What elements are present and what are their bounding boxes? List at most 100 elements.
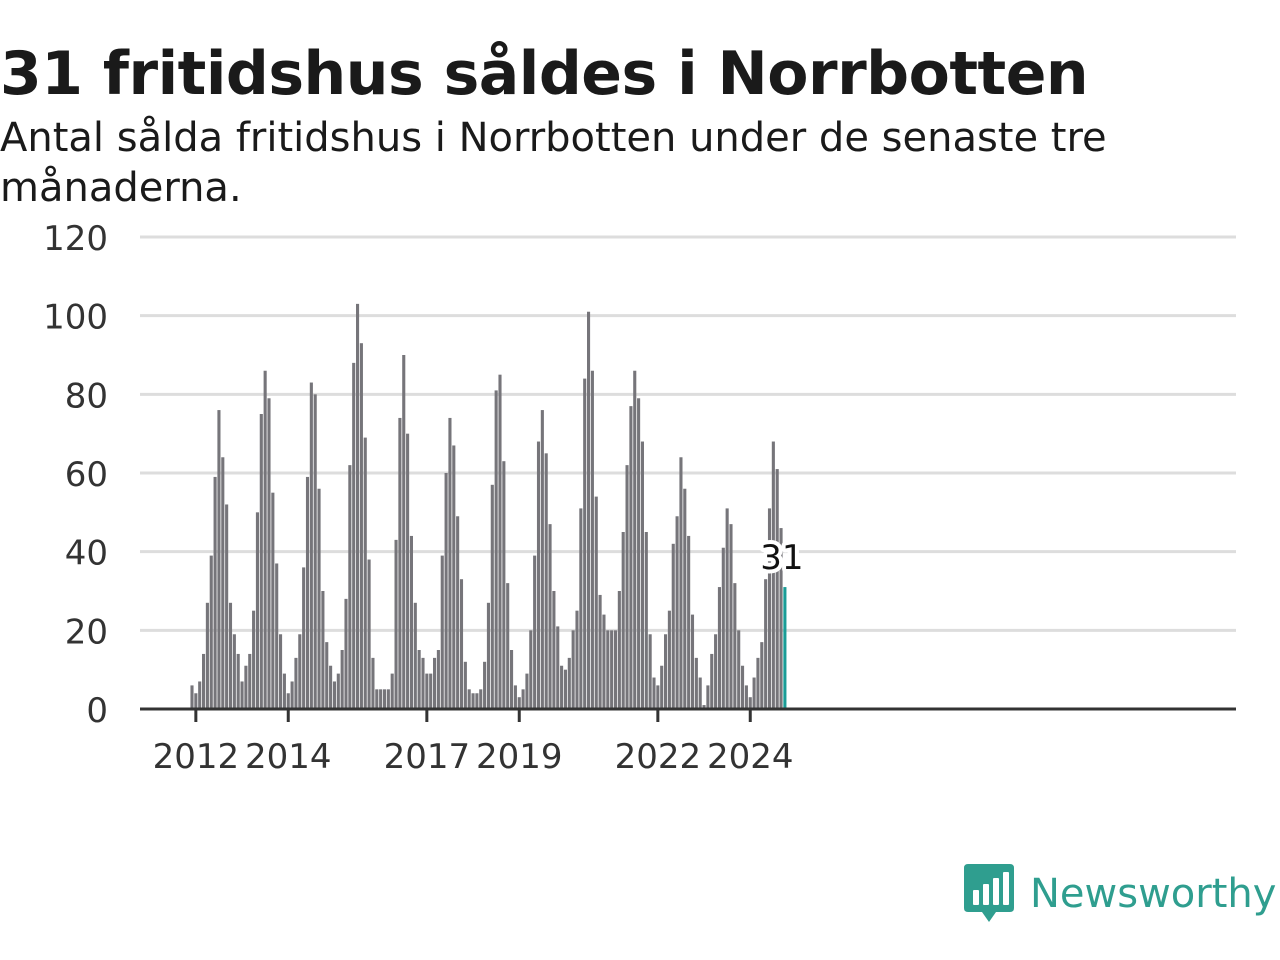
- bar: [429, 673, 433, 709]
- bar: [236, 653, 240, 709]
- bar: [660, 665, 664, 709]
- gridlines: [140, 235, 1236, 632]
- bar: [244, 665, 248, 709]
- bar: [298, 634, 302, 709]
- y-tick-label: 80: [65, 376, 108, 416]
- bar: [733, 583, 737, 709]
- bar: [690, 614, 695, 709]
- chart-subtitle: Antal sålda fritidshus i Norrbotten unde…: [0, 115, 1107, 211]
- bar: [494, 390, 498, 709]
- bar: [529, 630, 533, 709]
- bar: [421, 657, 425, 709]
- bar: [779, 528, 783, 709]
- bar: [664, 634, 668, 709]
- bar: [683, 488, 687, 709]
- bar: [617, 591, 621, 709]
- y-tick-label: 120: [43, 219, 108, 259]
- bar: [267, 398, 271, 709]
- bar: [309, 382, 313, 709]
- bar: [440, 555, 444, 709]
- x-axis-tick-labels: 2012 2014 2017 2019 2022 2024: [153, 737, 794, 777]
- bar-chart-speech-bubble-icon: [964, 864, 1014, 922]
- bar: [209, 555, 213, 709]
- bar: [563, 669, 567, 709]
- x-tick-label: 2019: [476, 737, 563, 777]
- y-tick-label: 20: [65, 612, 108, 652]
- last-value-label: 31: [760, 538, 803, 578]
- bar: [225, 504, 229, 709]
- bar: [356, 303, 360, 709]
- bar: [221, 457, 225, 709]
- bar: [490, 484, 494, 709]
- bar: [205, 602, 209, 709]
- bar: [444, 473, 448, 709]
- bar: [329, 665, 333, 709]
- bar: [710, 653, 714, 709]
- bar: [625, 465, 629, 709]
- bar: [321, 591, 325, 709]
- bar: [317, 488, 321, 709]
- bar: [675, 516, 679, 709]
- x-tick-label: 2014: [245, 737, 332, 777]
- bar: [598, 594, 602, 709]
- brand-name: Newsworthy: [1030, 871, 1277, 917]
- bar: [279, 634, 283, 709]
- bar: [556, 626, 560, 709]
- bar: [725, 508, 729, 709]
- bar: [463, 661, 467, 709]
- bar: [587, 311, 591, 709]
- bar: [286, 693, 290, 709]
- y-axis-tick-labels: 0 20 40 60 80 100 120: [43, 219, 108, 731]
- bar: [771, 441, 775, 709]
- bar: [775, 469, 779, 709]
- bar: [767, 508, 772, 709]
- bar: [517, 697, 521, 709]
- bar: [202, 653, 206, 709]
- bar: [471, 693, 475, 709]
- newsworthy-logo: Newsworthy: [964, 864, 1276, 924]
- bar: [398, 417, 402, 709]
- bar: [406, 433, 410, 709]
- bar: [756, 657, 760, 709]
- bar: [348, 465, 352, 709]
- bar: [475, 693, 479, 709]
- bar: [386, 689, 390, 709]
- bar: [198, 681, 202, 709]
- bar: [652, 677, 656, 709]
- bar: [263, 370, 267, 709]
- bar: [540, 410, 544, 709]
- bar: [729, 524, 733, 709]
- bar: [575, 610, 579, 709]
- bar: [240, 681, 244, 709]
- bar: [213, 476, 217, 709]
- bar: [379, 689, 383, 709]
- bar: [371, 657, 375, 709]
- bar: [583, 378, 587, 709]
- bar: [275, 563, 279, 709]
- bar-latest: [783, 587, 787, 709]
- bar: [633, 370, 637, 709]
- bar: [525, 673, 529, 709]
- bar: [255, 512, 259, 709]
- bar: [613, 630, 618, 709]
- bar: [721, 547, 725, 709]
- y-tick-label: 100: [43, 298, 108, 338]
- bar: [717, 587, 721, 709]
- bar: [409, 535, 413, 709]
- bar: [521, 689, 525, 709]
- bar: [752, 677, 756, 709]
- bar: [305, 476, 310, 709]
- bar: [687, 535, 691, 709]
- bar: [413, 602, 417, 709]
- bar: [363, 437, 367, 709]
- bar: [417, 650, 421, 709]
- bars: [190, 303, 787, 709]
- bar: [579, 508, 583, 709]
- bar: [533, 555, 537, 709]
- bar: [290, 681, 294, 709]
- bar: [737, 630, 741, 709]
- bar: [467, 689, 471, 709]
- bar: [456, 516, 460, 709]
- bar: [548, 524, 552, 709]
